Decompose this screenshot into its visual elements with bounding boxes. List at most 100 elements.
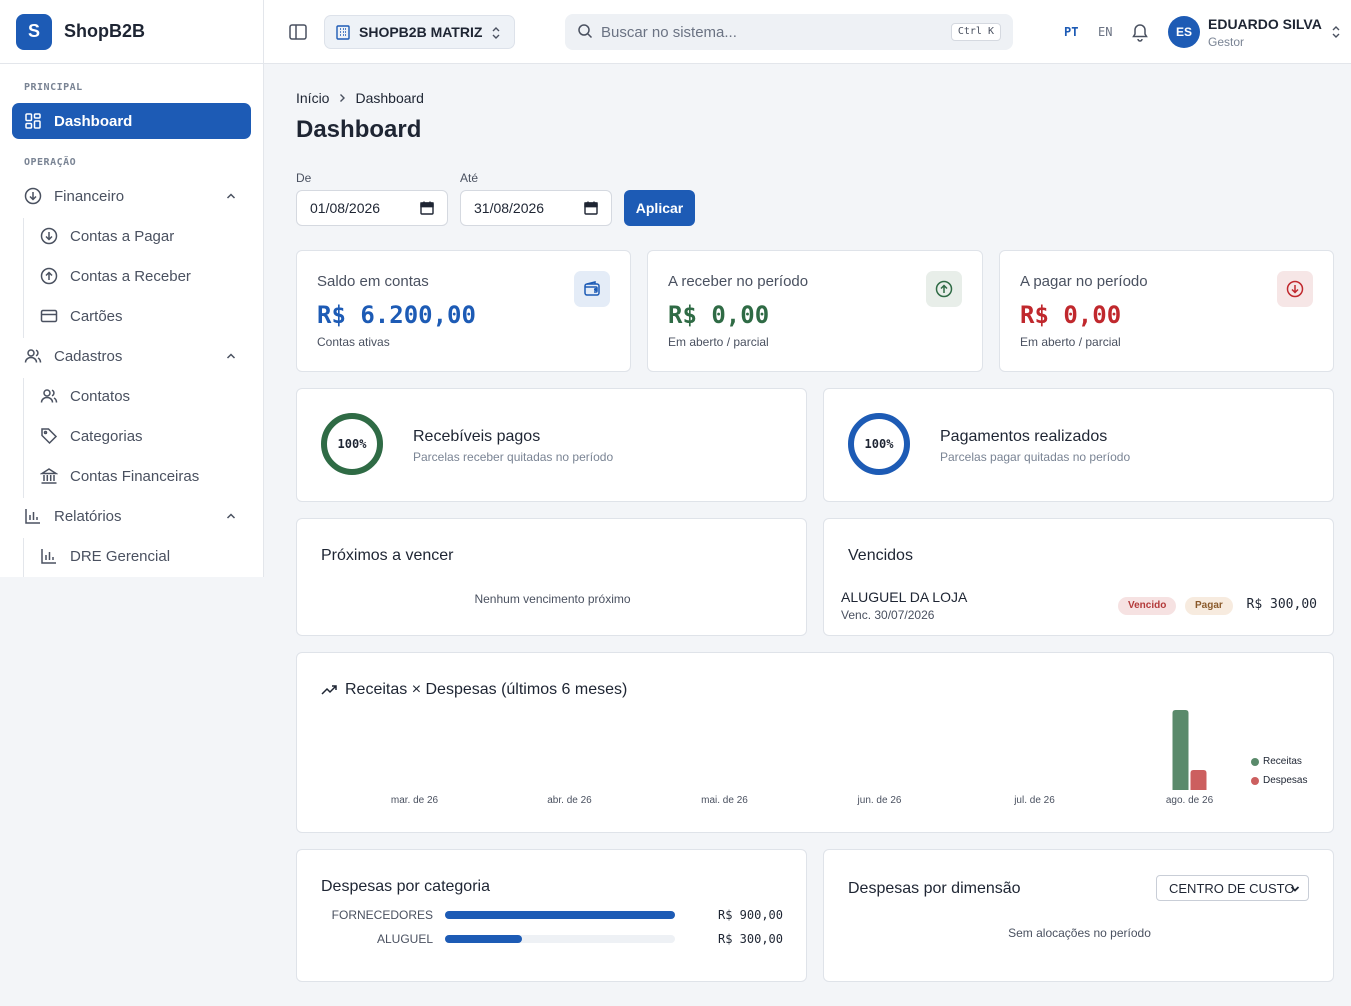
sidebar-item-label: DRE Gerencial — [70, 547, 171, 565]
chevron-up-icon — [225, 349, 237, 366]
section-label-principal: PRINCIPAL — [24, 82, 83, 93]
users-icon — [40, 387, 58, 405]
brand-logo[interactable]: S — [16, 13, 52, 50]
progress-card-recebiveis: 100% Recebíveis pagos Parcelas receber q… — [296, 388, 807, 502]
credit-card-icon — [40, 307, 58, 325]
sidebar-item-contatos[interactable]: Contatos — [28, 378, 251, 414]
chart-bar-despesas[interactable] — [1190, 770, 1207, 790]
sidebar-item-relatorios[interactable]: Relatórios — [12, 498, 251, 534]
status-badge: Vencido — [1118, 597, 1177, 615]
user-name[interactable]: EDUARDO SILVA — [1208, 16, 1322, 32]
search-bar[interactable]: Ctrl K — [565, 14, 1013, 50]
sidebar-item-label: Contas Financeiras — [70, 467, 200, 485]
search-shortcut: Ctrl K — [950, 23, 1001, 41]
lang-en[interactable]: EN — [1098, 25, 1113, 39]
category-bar-fill — [445, 935, 522, 943]
chevron-up-icon — [225, 189, 237, 206]
to-date-value: 31/08/2026 — [474, 200, 545, 216]
sidebar: S ShopB2B PRINCIPAL Dashboard OPERAÇÃO F… — [0, 0, 264, 577]
breadcrumb-current: Dashboard — [355, 90, 424, 106]
bell-icon[interactable] — [1130, 22, 1150, 45]
sidebar-item-cadastros[interactable]: Cadastros — [12, 338, 251, 374]
card-dimensao: Despesas por dimensão CENTRO DE CUSTO Se… — [823, 849, 1334, 982]
card-proximos: Próximos a vencer Nenhum vencimento próx… — [296, 518, 807, 636]
progress-sub: Parcelas pagar quitadas no período — [940, 450, 1131, 464]
kpi-label: A receber no período — [668, 273, 809, 290]
sidebar-item-label: Cadastros — [54, 347, 123, 365]
card-categorias: Despesas por categoria FORNECEDORES R$ 90… — [296, 849, 807, 982]
search-input[interactable] — [601, 23, 941, 41]
legend-swatch — [1251, 757, 1259, 766]
company-name: SHOPB2B MATRIZ — [359, 24, 483, 40]
category-name: FORNECEDORES — [331, 908, 433, 922]
chart-bar-receitas[interactable] — [1172, 710, 1189, 790]
user-role: Gestor — [1208, 35, 1245, 49]
lang-pt[interactable]: PT — [1064, 25, 1079, 39]
company-selector[interactable]: SHOPB2B MATRIZ — [324, 15, 515, 49]
dimension-select[interactable]: CENTRO DE CUSTO — [1156, 875, 1309, 901]
to-date-input[interactable]: 31/08/2026 — [460, 190, 612, 226]
kpi-sub: Em aberto / parcial — [1020, 335, 1121, 349]
empty-message: Sem alocações no período — [1008, 926, 1151, 940]
chart-plot — [1172, 710, 1207, 790]
kpi-sub: Em aberto / parcial — [668, 335, 769, 349]
apply-button[interactable]: Aplicar — [624, 190, 695, 226]
category-bar-fill — [445, 911, 675, 919]
x-tick-label: jul. de 26 — [1014, 795, 1055, 806]
arrow-down-circle-icon — [1277, 271, 1313, 307]
card-vencidos: Vencidos ALUGUEL DA LOJA Venc. 30/07/202… — [823, 518, 1334, 636]
arrow-up-circle-icon — [40, 267, 58, 285]
breadcrumb-home[interactable]: Início — [296, 90, 330, 106]
search-icon — [577, 23, 593, 42]
tag-icon — [40, 427, 58, 445]
legend-swatch — [1251, 776, 1259, 785]
sidebar-item-label: Contatos — [70, 387, 131, 405]
chart-title: Receitas × Despesas (últimos 6 meses) — [345, 681, 628, 698]
submenu-line — [23, 538, 24, 577]
sidebar-item-categorias[interactable]: Categorias — [28, 418, 251, 454]
avatar[interactable]: ES — [1168, 16, 1200, 48]
wallet-icon — [574, 271, 610, 307]
sidebar-item-financeiro[interactable]: Financeiro — [12, 178, 251, 214]
progress-ring: 100% — [846, 411, 912, 477]
calendar-icon[interactable] — [420, 201, 434, 218]
sidebar-item-cartoes[interactable]: Cartões — [28, 298, 251, 334]
sidebar-item-label: Cartões — [70, 307, 123, 325]
sidebar-item-contas-receber[interactable]: Contas a Receber — [28, 258, 251, 294]
legend-label: Despesas — [1263, 775, 1308, 786]
legend-item[interactable]: Receitas — [1251, 756, 1302, 767]
category-name: ALUGUEL — [376, 932, 433, 946]
card-title: Despesas por dimensão — [848, 880, 1021, 897]
sidebar-item-dashboard[interactable]: Dashboard — [12, 103, 251, 139]
x-tick-label: mar. de 26 — [390, 795, 439, 806]
item-due: Venc. 30/07/2026 — [841, 608, 935, 622]
card-title: Vencidos — [848, 547, 913, 564]
brand-name[interactable]: ShopB2B — [64, 21, 145, 41]
from-date-input[interactable]: 01/08/2026 — [296, 190, 448, 226]
arrow-up-circle-icon — [926, 271, 962, 307]
bar-chart-icon — [24, 507, 42, 525]
type-badge: Pagar — [1185, 597, 1233, 615]
calendar-icon[interactable] — [584, 201, 598, 218]
x-tick-label: abr. de 26 — [547, 795, 592, 806]
x-tick-label: ago. de 26 — [1165, 795, 1214, 806]
category-value: R$ 900,00 — [717, 908, 783, 922]
progress-title: Recebíveis pagos — [413, 428, 541, 445]
empty-message: Nenhum vencimento próximo — [474, 592, 631, 606]
sidebar-item-dre[interactable]: DRE Gerencial — [28, 538, 251, 574]
sidebar-item-label: Contas a Receber — [70, 267, 191, 285]
progress-ring: 100% — [319, 411, 385, 477]
item-value: R$ 300,00 — [1246, 597, 1317, 612]
sidebar-item-label: Contas a Pagar — [70, 227, 175, 245]
sidebar-toggle-icon[interactable] — [288, 22, 308, 45]
sidebar-item-contas-pagar[interactable]: Contas a Pagar — [28, 218, 251, 254]
chevron-updown-icon[interactable] — [1330, 24, 1342, 43]
breadcrumb: Início Dashboard — [296, 90, 424, 106]
legend-item[interactable]: Despesas — [1251, 775, 1307, 786]
sidebar-item-label: Financeiro — [54, 187, 125, 205]
sidebar-item-contas-financeiras[interactable]: Contas Financeiras — [28, 458, 251, 494]
chevron-down-icon — [1289, 883, 1301, 898]
x-tick-label: jun. de 26 — [857, 795, 902, 806]
dashboard-icon — [24, 112, 42, 130]
building-icon — [335, 24, 351, 40]
